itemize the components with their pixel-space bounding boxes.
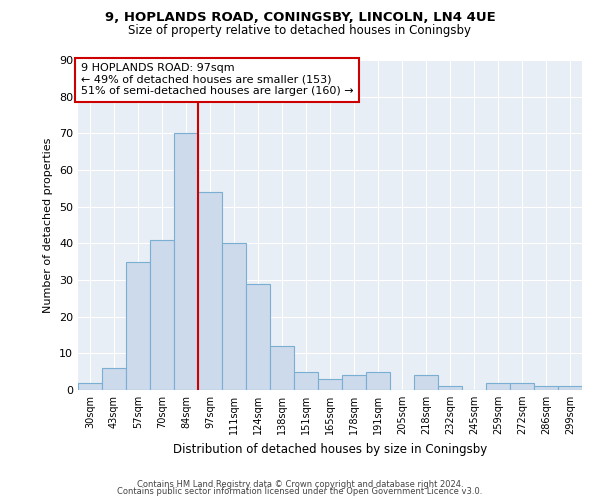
Bar — [78, 382, 102, 390]
X-axis label: Distribution of detached houses by size in Coningsby: Distribution of detached houses by size … — [173, 442, 487, 456]
Bar — [270, 346, 294, 390]
Bar — [342, 376, 366, 390]
Bar — [294, 372, 318, 390]
Text: 9, HOPLANDS ROAD, CONINGSBY, LINCOLN, LN4 4UE: 9, HOPLANDS ROAD, CONINGSBY, LINCOLN, LN… — [104, 11, 496, 24]
Bar — [126, 262, 150, 390]
Bar — [438, 386, 462, 390]
Bar — [246, 284, 270, 390]
Bar — [486, 382, 510, 390]
Bar — [150, 240, 174, 390]
Bar — [510, 382, 534, 390]
Text: Size of property relative to detached houses in Coningsby: Size of property relative to detached ho… — [128, 24, 472, 37]
Y-axis label: Number of detached properties: Number of detached properties — [43, 138, 53, 312]
Bar — [318, 379, 342, 390]
Bar — [198, 192, 222, 390]
Text: Contains HM Land Registry data © Crown copyright and database right 2024.: Contains HM Land Registry data © Crown c… — [137, 480, 463, 489]
Bar — [366, 372, 390, 390]
Text: Contains public sector information licensed under the Open Government Licence v3: Contains public sector information licen… — [118, 487, 482, 496]
Bar — [102, 368, 126, 390]
Bar — [534, 386, 558, 390]
Bar — [174, 134, 198, 390]
Bar — [222, 244, 246, 390]
Text: 9 HOPLANDS ROAD: 97sqm
← 49% of detached houses are smaller (153)
51% of semi-de: 9 HOPLANDS ROAD: 97sqm ← 49% of detached… — [80, 64, 353, 96]
Bar — [414, 376, 438, 390]
Bar — [558, 386, 582, 390]
